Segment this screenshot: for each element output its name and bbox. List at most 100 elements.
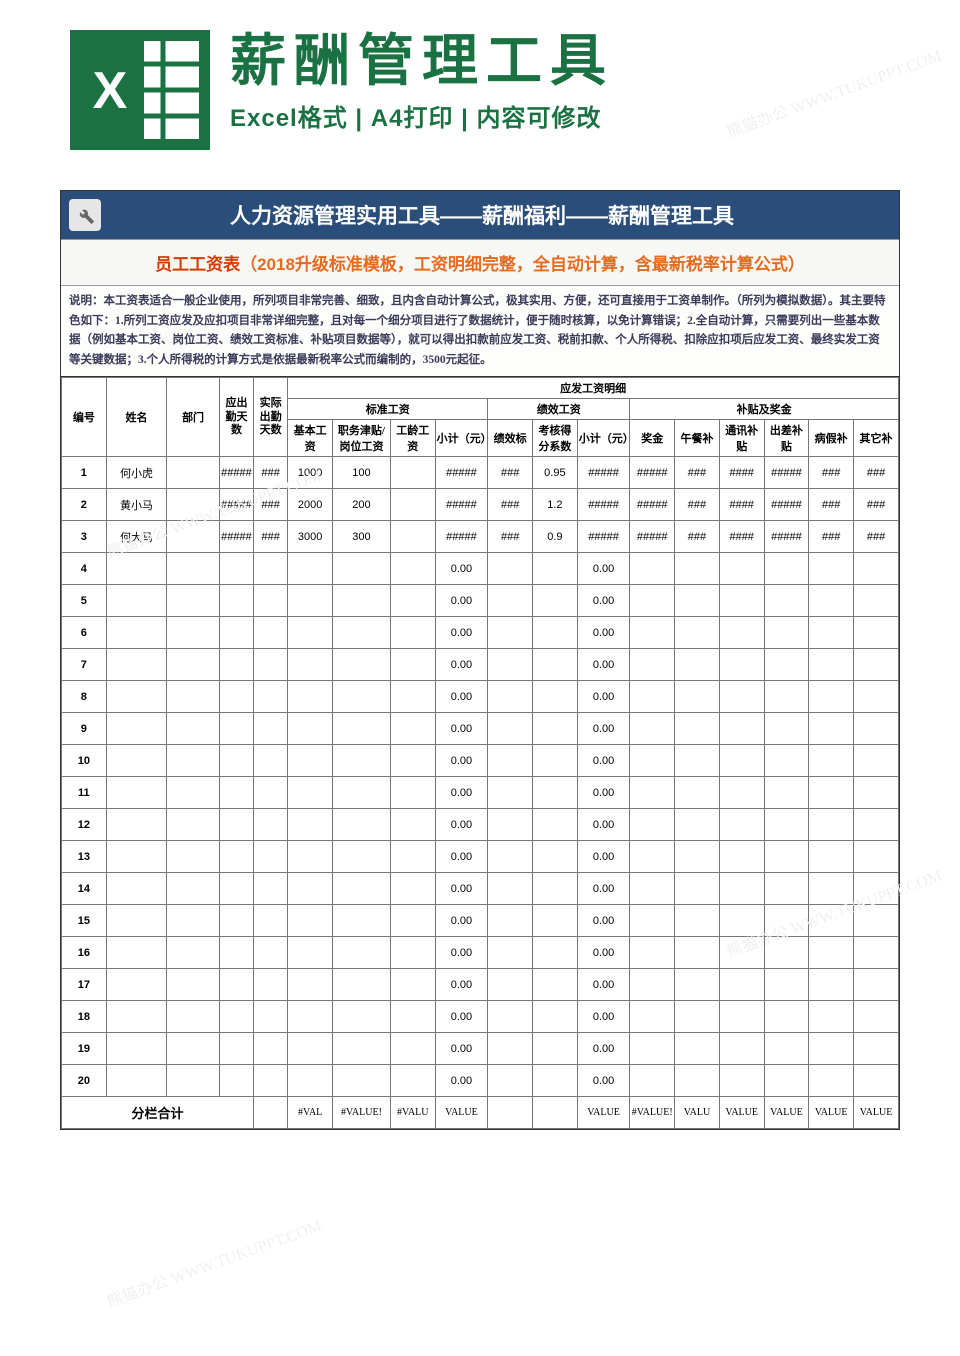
cell-att1 (219, 873, 253, 905)
cell-coef: 0.95 (533, 457, 578, 489)
cell-bonus (630, 617, 675, 649)
cell-sub2: 0.00 (577, 553, 630, 585)
cell-lunch (675, 1033, 720, 1065)
cell-post (333, 1033, 391, 1065)
cell-trip (764, 553, 809, 585)
cell-dept (167, 969, 220, 1001)
cell-sub2: 0.00 (577, 905, 630, 937)
cell-post (333, 585, 391, 617)
cell-bonus (630, 553, 675, 585)
cell-comm (719, 809, 764, 841)
cell-lunch (675, 1065, 720, 1097)
cell-id: 4 (62, 553, 107, 585)
cell-dept (167, 809, 220, 841)
cell-sick (809, 809, 854, 841)
cell-name: 何小虎 (106, 457, 167, 489)
cell-lunch (675, 713, 720, 745)
cell-other: ### (854, 521, 899, 553)
cell-sub1: 0.00 (435, 617, 488, 649)
cell-coef (533, 969, 578, 1001)
cell-perf (488, 649, 533, 681)
total-cell: VALUE (719, 1097, 764, 1129)
cell-att1 (219, 585, 253, 617)
cell-dept (167, 1065, 220, 1097)
cell-perf (488, 777, 533, 809)
cell-other (854, 1033, 899, 1065)
cell-bonus (630, 713, 675, 745)
cell-att1 (219, 905, 253, 937)
cell-coef: 1.2 (533, 489, 578, 521)
cell-att1 (219, 1001, 253, 1033)
cell-bonus (630, 1033, 675, 1065)
cell-id: 10 (62, 745, 107, 777)
cell-sub2: 0.00 (577, 1001, 630, 1033)
cell-att1 (219, 745, 253, 777)
cell-coef (533, 841, 578, 873)
cell-sub2: 0.00 (577, 649, 630, 681)
cell-att2 (254, 809, 288, 841)
cell-sub2: ##### (577, 489, 630, 521)
cell-perf (488, 1001, 533, 1033)
table-row: 50.000.00 (62, 585, 899, 617)
cell-base (288, 585, 333, 617)
cell-att2 (254, 713, 288, 745)
cell-att2 (254, 905, 288, 937)
cell-trip (764, 713, 809, 745)
cell-coef (533, 873, 578, 905)
cell-sub1: 0.00 (435, 681, 488, 713)
cell-lunch (675, 777, 720, 809)
cell-att1 (219, 969, 253, 1001)
spreadsheet: 人力资源管理实用工具——薪酬福利——薪酬管理工具 员工工资表（2018升级标准模… (60, 190, 900, 1130)
cell-id: 14 (62, 873, 107, 905)
cell-dept (167, 905, 220, 937)
cell-dept (167, 649, 220, 681)
cell-other (854, 905, 899, 937)
cell-sub1: 0.00 (435, 905, 488, 937)
th-coef: 考核得分系数 (533, 420, 578, 457)
cell-coef (533, 809, 578, 841)
cell-sub1: 0.00 (435, 937, 488, 969)
cell-att2 (254, 969, 288, 1001)
cell-perf: ### (488, 489, 533, 521)
cell-age (390, 553, 435, 585)
cell-perf (488, 617, 533, 649)
cell-sub2: 0.00 (577, 873, 630, 905)
table-row: 90.000.00 (62, 713, 899, 745)
cell-post (333, 969, 391, 1001)
cell-age (390, 841, 435, 873)
cell-sub2: ##### (577, 457, 630, 489)
cell-sub1: 0.00 (435, 1033, 488, 1065)
cell-coef (533, 1001, 578, 1033)
cell-name (106, 809, 167, 841)
cell-att1 (219, 1033, 253, 1065)
cell-other (854, 585, 899, 617)
cell-bonus (630, 969, 675, 1001)
cell-dept (167, 873, 220, 905)
cell-att2 (254, 937, 288, 969)
cell-age (390, 777, 435, 809)
cell-name (106, 585, 167, 617)
table-row: 110.000.00 (62, 777, 899, 809)
table-row: 3何大马########3000300########0.9##########… (62, 521, 899, 553)
cell-base (288, 937, 333, 969)
cell-name (106, 873, 167, 905)
cell-post (333, 809, 391, 841)
page-header: X 薪酬管理工具 Excel格式 | A4打印 | 内容可修改 (0, 0, 960, 160)
cell-trip (764, 617, 809, 649)
cell-dept (167, 457, 220, 489)
cell-other: ### (854, 489, 899, 521)
th-trip: 出差补贴 (764, 420, 809, 457)
cell-dept (167, 489, 220, 521)
th-sub2: 小计（元） (577, 420, 630, 457)
subbanner-title: 员工工资表 (155, 255, 240, 274)
cell-lunch (675, 937, 720, 969)
cell-trip (764, 777, 809, 809)
cell-coef (533, 681, 578, 713)
total-cell: VALUE (764, 1097, 809, 1129)
cell-sub2: 0.00 (577, 681, 630, 713)
cell-lunch (675, 553, 720, 585)
cell-trip: ##### (764, 521, 809, 553)
cell-att2: ### (254, 521, 288, 553)
cell-att2 (254, 1033, 288, 1065)
cell-lunch: ### (675, 489, 720, 521)
